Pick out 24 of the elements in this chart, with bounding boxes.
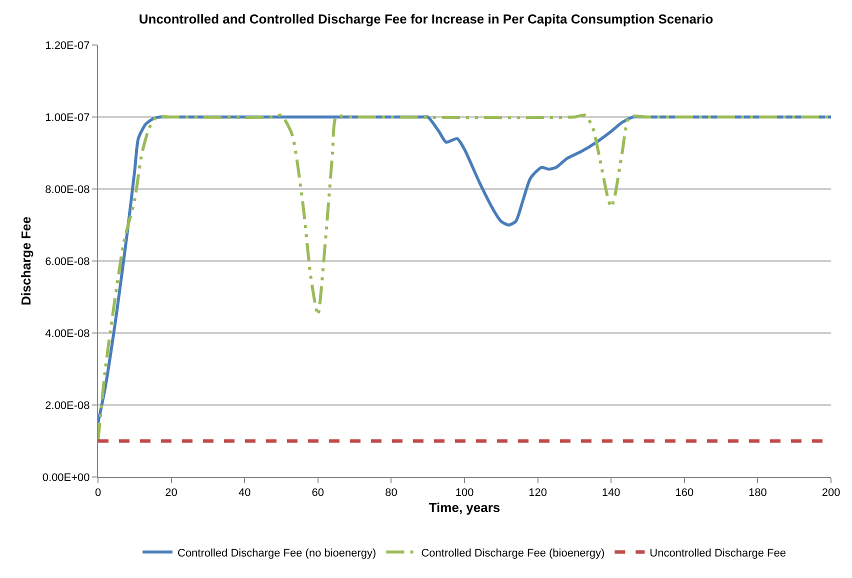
y-tick-label: 0.00E+00 (42, 472, 90, 484)
x-tick-label: 100 (455, 487, 474, 500)
x-tick-label: 0 (94, 487, 102, 500)
x-tick-label: 160 (675, 487, 694, 500)
x-tick-label: 40 (238, 487, 251, 500)
x-tick-label: 60 (312, 487, 324, 500)
x-tick-label: 80 (385, 487, 398, 500)
x-tick-label: 180 (748, 487, 767, 500)
y-tick-label: 8.00E-08 (45, 184, 90, 196)
y-tick-label: 2.00E-08 (45, 400, 90, 412)
x-tick-label: 120 (528, 487, 547, 500)
x-tick-label: 200 (822, 487, 840, 500)
chart-title: Uncontrolled and Controlled Discharge Fee for Increase in Per Capita Consumption Scenario (138, 12, 714, 27)
legend-label: Controlled Discharge Fee (bioenergy) (421, 547, 605, 560)
legend-label: Uncontrolled Discharge Fee (650, 547, 786, 560)
y-tick-label: 1.20E-07 (45, 40, 90, 52)
y-tick-label: 4.00E-08 (45, 328, 90, 340)
x-tick-label: 20 (165, 487, 178, 500)
y-axis-title: Discharge Fee (18, 216, 34, 306)
x-axis-title: Time, years (428, 500, 500, 515)
legend-label: Controlled Discharge Fee (no bioenergy) (178, 547, 376, 560)
y-tick-label: 1.00E-07 (45, 112, 90, 124)
y-tick-label: 6.00E-08 (45, 256, 90, 268)
x-tick-label: 140 (602, 487, 620, 500)
